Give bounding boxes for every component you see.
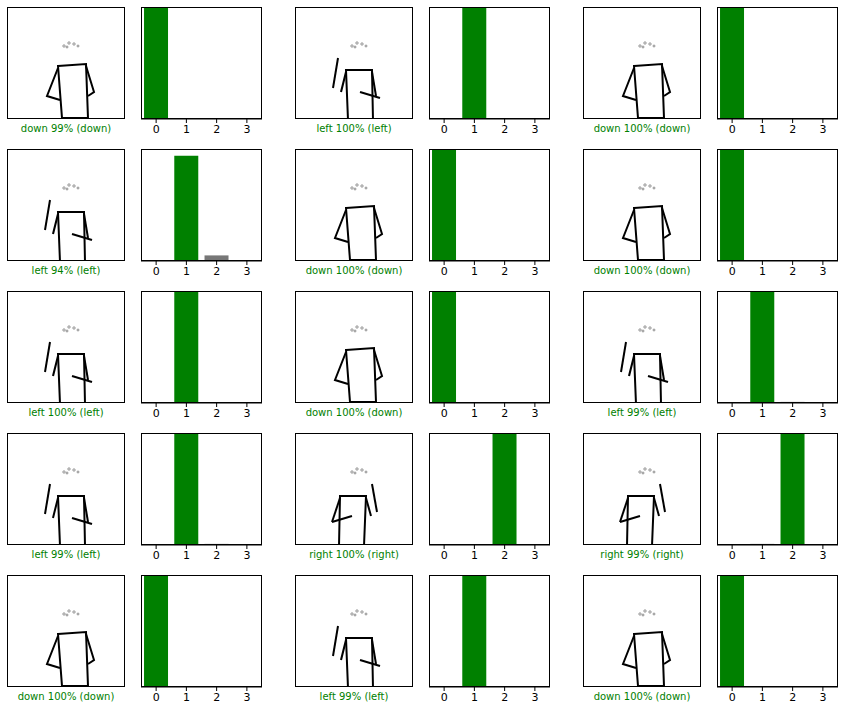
svg-text:2: 2 <box>213 407 220 420</box>
svg-text:2: 2 <box>789 265 796 278</box>
svg-text:1: 1 <box>471 691 478 704</box>
svg-text:1: 1 <box>471 407 478 420</box>
svg-text:0: 0 <box>153 407 160 420</box>
svg-text:3: 3 <box>243 265 250 278</box>
svg-text:0: 0 <box>729 265 736 278</box>
svg-text:3: 3 <box>531 691 538 704</box>
html-text:left 100% (left): left 100% (left) <box>316 123 392 134</box>
svg-text:2: 2 <box>213 549 220 562</box>
svg-text:3: 3 <box>819 265 826 278</box>
svg-text:1: 1 <box>759 691 766 704</box>
svg-text:1: 1 <box>183 265 190 278</box>
svg-text:0: 0 <box>153 123 160 136</box>
html-text:left 100% (left): left 100% (left) <box>28 407 104 418</box>
svg-text:2: 2 <box>789 549 796 562</box>
svg-text:1: 1 <box>759 549 766 562</box>
svg-text:3: 3 <box>819 691 826 704</box>
svg-text:3: 3 <box>819 407 826 420</box>
svg-text:3: 3 <box>531 549 538 562</box>
svg-text:2: 2 <box>213 691 220 704</box>
svg-text:3: 3 <box>243 549 250 562</box>
svg-text:2: 2 <box>213 123 220 136</box>
svg-text:1: 1 <box>759 407 766 420</box>
svg-text:2: 2 <box>501 123 508 136</box>
svg-text:0: 0 <box>729 407 736 420</box>
html-text:down 100% (down): down 100% (down) <box>305 407 403 418</box>
svg-text:0: 0 <box>441 407 448 420</box>
svg-text:0: 0 <box>153 265 160 278</box>
svg-text:2: 2 <box>501 691 508 704</box>
svg-text:0: 0 <box>441 549 448 562</box>
svg-text:1: 1 <box>471 265 478 278</box>
html-text:right 99% (right): right 99% (right) <box>600 549 684 560</box>
svg-text:0: 0 <box>729 691 736 704</box>
svg-text:3: 3 <box>531 265 538 278</box>
svg-text:0: 0 <box>153 691 160 704</box>
svg-text:1: 1 <box>759 123 766 136</box>
html-text:down 100% (down): down 100% (down) <box>17 691 115 702</box>
svg-text:3: 3 <box>531 123 538 136</box>
html-text:down 100% (down): down 100% (down) <box>305 265 403 276</box>
svg-text:3: 3 <box>243 407 250 420</box>
html-text:down 100% (down): down 100% (down) <box>593 265 691 276</box>
svg-text:2: 2 <box>213 265 220 278</box>
svg-text:1: 1 <box>471 549 478 562</box>
svg-text:3: 3 <box>243 123 250 136</box>
svg-text:1: 1 <box>183 549 190 562</box>
html-text:down 100% (down): down 100% (down) <box>593 123 691 134</box>
html-text:left 99% (left): left 99% (left) <box>319 691 389 702</box>
svg-text:1: 1 <box>183 407 190 420</box>
html-text:down 99% (down): down 99% (down) <box>20 123 112 134</box>
html-text:left 94% (left): left 94% (left) <box>31 265 101 276</box>
svg-text:2: 2 <box>789 407 796 420</box>
svg-text:2: 2 <box>501 407 508 420</box>
svg-text:3: 3 <box>819 549 826 562</box>
html-text:left 99% (left): left 99% (left) <box>607 407 677 418</box>
svg-text:0: 0 <box>441 691 448 704</box>
svg-text:0: 0 <box>729 549 736 562</box>
svg-text:1: 1 <box>183 691 190 704</box>
html-text:left 99% (left): left 99% (left) <box>31 549 101 560</box>
html-text:right 100% (right): right 100% (right) <box>309 549 399 560</box>
svg-text:2: 2 <box>501 549 508 562</box>
svg-text:2: 2 <box>789 691 796 704</box>
html-text:down 100% (down): down 100% (down) <box>593 691 691 702</box>
svg-text:0: 0 <box>153 549 160 562</box>
svg-text:3: 3 <box>819 123 826 136</box>
svg-text:3: 3 <box>243 691 250 704</box>
svg-text:1: 1 <box>759 265 766 278</box>
svg-text:0: 0 <box>441 265 448 278</box>
svg-text:1: 1 <box>183 123 190 136</box>
svg-text:0: 0 <box>729 123 736 136</box>
svg-text:0: 0 <box>441 123 448 136</box>
svg-text:2: 2 <box>501 265 508 278</box>
svg-text:2: 2 <box>789 123 796 136</box>
svg-text:1: 1 <box>471 123 478 136</box>
svg-text:3: 3 <box>531 407 538 420</box>
